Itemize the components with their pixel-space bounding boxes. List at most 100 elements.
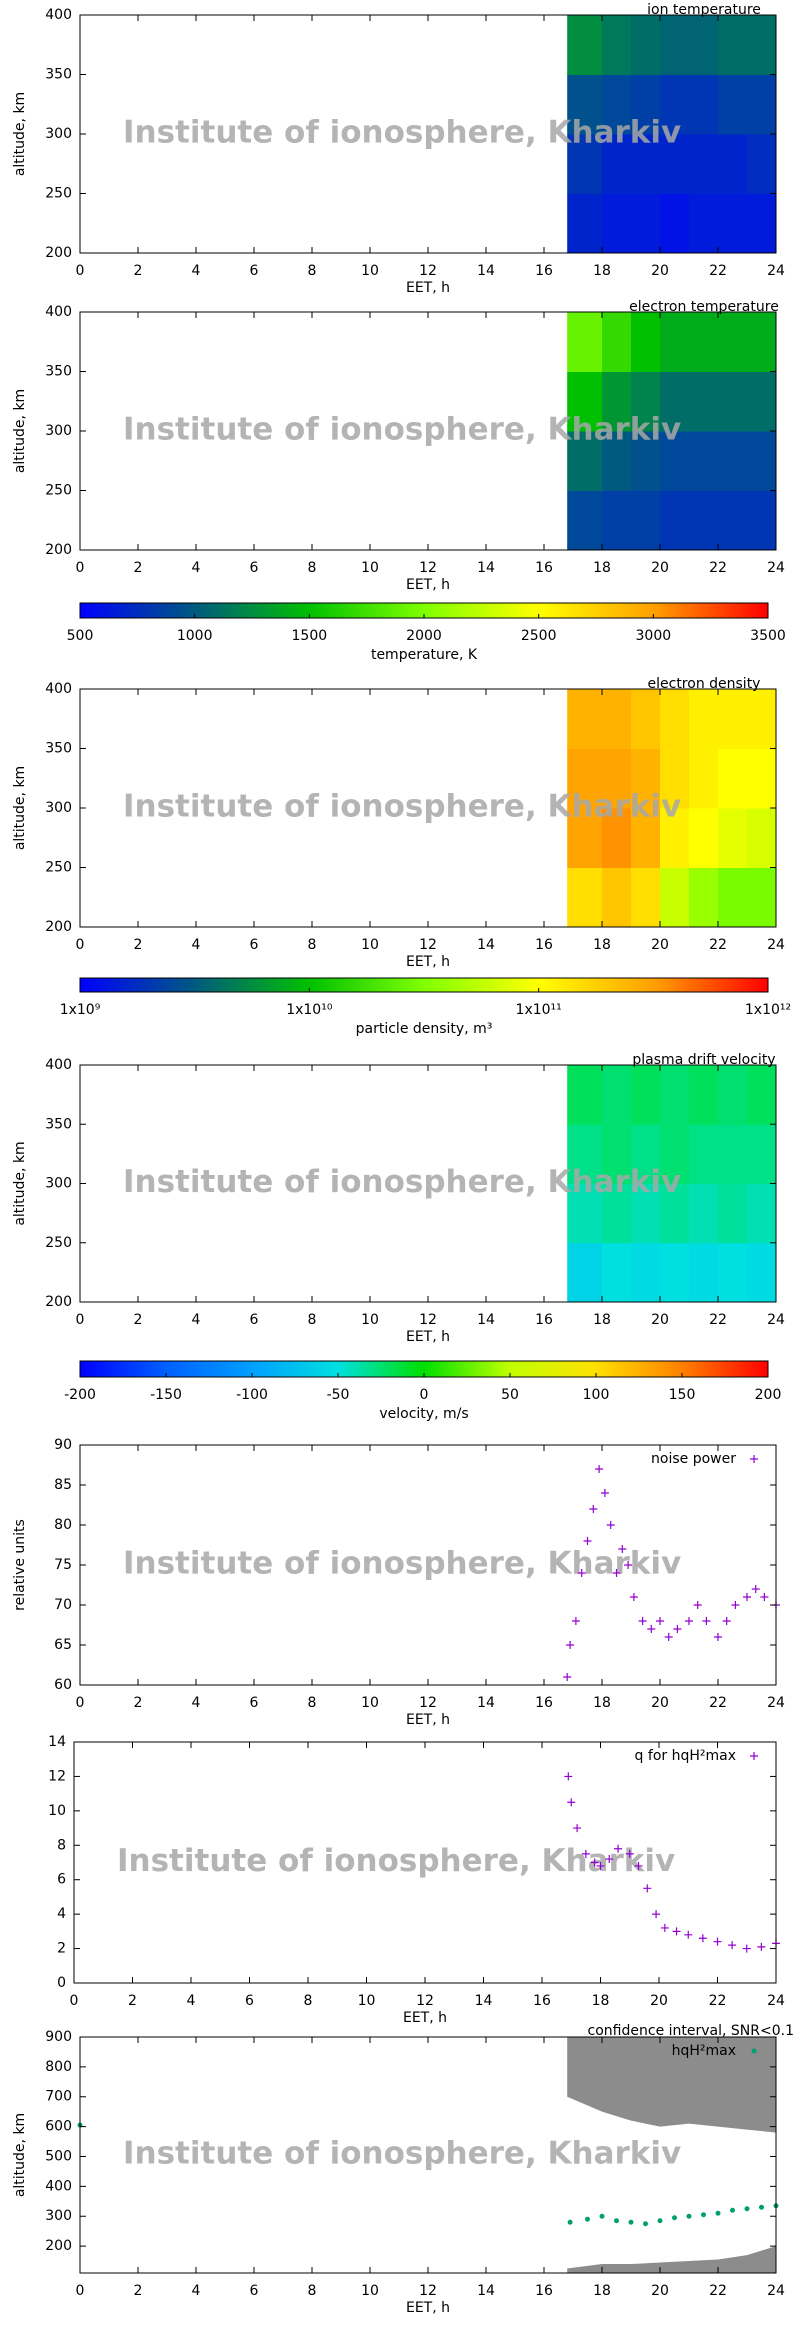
x-tick-label: 8 — [308, 560, 317, 576]
heatmap-cell — [631, 689, 661, 749]
x-tick-label: 16 — [535, 560, 553, 576]
legend-label: confidence interval, SNR<0.1 — [588, 2023, 794, 2039]
x-tick-label: 12 — [419, 2283, 437, 2299]
heatmap-cell — [660, 74, 690, 135]
heatmap-cell — [747, 312, 777, 372]
x-tick-label: 20 — [651, 937, 669, 953]
y-axis-label: altitude, km — [12, 1141, 28, 1225]
data-point — [571, 1617, 580, 1625]
heatmap-cell — [718, 15, 748, 75]
x-tick-label: 22 — [709, 560, 727, 576]
heatmap-cell — [567, 689, 603, 749]
watermark: Institute of ionosphere, Kharkiv — [123, 789, 681, 825]
data-point — [566, 1641, 575, 1649]
heatmap-cell — [660, 1183, 690, 1244]
data-point — [643, 1884, 652, 1893]
x-tick-label: 16 — [533, 1993, 551, 2009]
y-tick-label: 350 — [45, 1116, 72, 1132]
x-tick-label: 6 — [250, 560, 259, 576]
heatmap-cell — [718, 490, 748, 551]
x-axis-label: EET, h — [406, 954, 450, 970]
heatmap-cell — [747, 431, 777, 491]
heatmap-cell — [660, 193, 690, 254]
heatmap-cell — [631, 193, 661, 254]
x-tick-label: 2 — [134, 2283, 143, 2299]
y-tick-label: 350 — [45, 364, 72, 380]
heatmap-cell — [567, 431, 603, 491]
y-tick-label: 400 — [45, 2178, 72, 2194]
data-point — [743, 1593, 751, 1601]
y-axis-label: altitude, km — [12, 389, 28, 473]
colorbar-tick-label: -100 — [236, 1387, 268, 1403]
x-tick-label: 8 — [304, 1993, 313, 2009]
x-tick-label: 4 — [192, 2283, 201, 2299]
x-tick-label: 18 — [592, 1993, 610, 2009]
heatmap-cell — [747, 74, 777, 135]
x-tick-label: 6 — [250, 937, 259, 953]
x-tick-label: 22 — [709, 1993, 727, 2009]
data-point — [684, 1930, 693, 1939]
x-tick-label: 12 — [419, 1312, 437, 1328]
x-tick-label: 12 — [419, 1695, 437, 1711]
x-tick-label: 8 — [308, 263, 317, 279]
y-tick-label: 350 — [45, 741, 72, 757]
heatmap-cell — [567, 74, 603, 135]
y-tick-label: 2 — [57, 1941, 66, 1957]
x-tick-label: 10 — [361, 2283, 379, 2299]
x-tick-label: 12 — [419, 263, 437, 279]
y-axis-label: altitude, km — [12, 92, 28, 176]
colorbar-label: particle density, m³ — [356, 1021, 493, 1037]
heatmap-cell — [631, 490, 661, 551]
heatmap-cell — [689, 490, 719, 551]
heatmap-cell — [689, 193, 719, 254]
heatmap-cell — [660, 312, 690, 372]
heatmap-cell — [660, 371, 690, 432]
x-tick-label: 0 — [76, 937, 85, 953]
x-tick-label: 2 — [134, 560, 143, 576]
heatmap-cell — [602, 15, 632, 75]
x-tick-label: 22 — [709, 2283, 727, 2299]
colorbar-tick-label: 100 — [583, 1387, 610, 1403]
heatmap-cell — [689, 689, 719, 749]
data-point — [581, 1849, 590, 1858]
heatmap-cell — [631, 1065, 661, 1125]
x-tick-label: 0 — [76, 1312, 85, 1328]
heatmap-cell — [747, 867, 777, 928]
y-tick-label: 400 — [45, 681, 72, 697]
data-point — [624, 1561, 633, 1569]
heatmap-cell — [689, 431, 719, 491]
legend-label: hqH²max — [672, 2043, 736, 2059]
data-point — [618, 1545, 627, 1553]
heatmap-cell — [660, 1124, 690, 1184]
colorbar-label: velocity, m/s — [379, 1406, 468, 1422]
x-tick-label: 24 — [767, 937, 785, 953]
data-point — [606, 1521, 615, 1529]
data-point — [713, 1937, 722, 1946]
x-tick-label: 14 — [477, 560, 495, 576]
heatmap-cell — [689, 74, 719, 135]
data-point — [660, 1923, 669, 1932]
data-point — [685, 1617, 693, 1625]
heatmap-cell — [602, 1183, 632, 1244]
x-tick-label: 0 — [76, 1695, 85, 1711]
y-tick-label: 400 — [45, 1057, 72, 1073]
heatmap-cell — [602, 490, 632, 551]
y-axis-label: altitude, km — [12, 766, 28, 850]
colorbar-tick-label: 1500 — [292, 628, 328, 644]
heatmap-cell — [631, 15, 661, 75]
heatmap-cell — [602, 193, 632, 254]
data-point — [614, 2218, 619, 2224]
colorbar-tick-label: -200 — [64, 1387, 96, 1403]
x-tick-label: 10 — [361, 1312, 379, 1328]
heatmap-cell — [689, 808, 719, 868]
data-point — [656, 1617, 664, 1625]
x-tick-label: 6 — [245, 1993, 254, 2009]
data-point — [605, 1855, 614, 1864]
colorbar-tick-label: 500 — [67, 628, 94, 644]
heatmap-cell — [660, 431, 690, 491]
heatmap-cell — [602, 808, 632, 868]
legend-marker — [750, 1455, 758, 1463]
x-tick-label: 2 — [134, 263, 143, 279]
heatmap-cell — [718, 1183, 748, 1244]
